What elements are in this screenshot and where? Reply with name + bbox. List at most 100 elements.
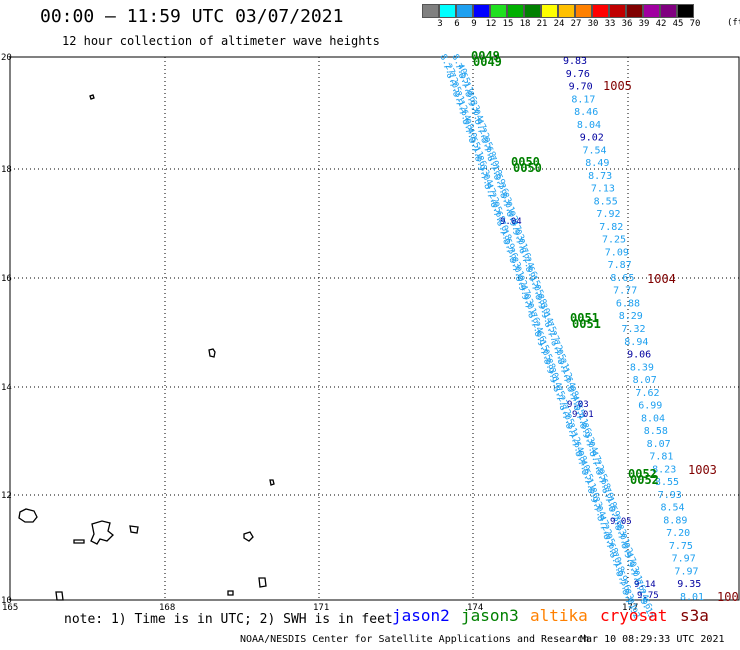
pass-time-label: 0052 <box>630 473 659 487</box>
scale-swatch <box>473 4 490 18</box>
scale-swatch <box>524 4 541 18</box>
swh-value-label: 8.73 <box>588 171 612 182</box>
latitude-tick-label: 18 <box>1 165 12 175</box>
legend-cryosat: cryosat <box>600 606 668 625</box>
swh-value-label: 8.89 <box>663 515 687 526</box>
latitude-tick-label: 12 <box>1 491 12 501</box>
island-outline <box>208 348 216 358</box>
legend-altika: altika <box>530 606 588 625</box>
scale-swatch <box>609 4 626 18</box>
pass-time-label: 0049 <box>473 55 502 69</box>
swh-value-label: 8.46 <box>574 107 598 118</box>
scale-label: 33 <box>604 19 616 29</box>
scale-swatch <box>575 4 592 18</box>
swh-track-label: 9.75 <box>637 591 659 601</box>
island-outline <box>227 590 234 596</box>
longitude-tick-label: 174 <box>467 603 483 613</box>
pass-time-label: 0051 <box>570 311 599 325</box>
scale-swatch <box>660 4 677 18</box>
swh-value-label: 7.81 <box>649 452 673 463</box>
swh-track-label: 9.14 <box>634 580 656 590</box>
swh-value-label: 8.07 <box>633 375 657 386</box>
swh-value-label: 9.70 <box>569 82 593 93</box>
scale-swatch <box>558 4 575 18</box>
island-outline <box>243 531 254 542</box>
island-outline <box>18 508 38 523</box>
island-outline <box>89 94 95 100</box>
scale-label: 27 <box>570 19 582 29</box>
longitude-tick-label: 168 <box>159 603 175 613</box>
swh-value-label: 8.01 <box>680 592 704 603</box>
scale-unit: (ft) <box>727 18 740 28</box>
scale-label: 24 <box>553 19 565 29</box>
scale-label: 39 <box>638 19 650 29</box>
swh-value-label: 7.32 <box>622 324 646 335</box>
scale-label: 30 <box>587 19 599 29</box>
s3a-time-label: 1004 <box>647 272 676 286</box>
swh-value-label: 8.39 <box>630 362 654 373</box>
swh-value-label: 8.04 <box>641 413 665 424</box>
scale-label: 45 <box>672 19 684 29</box>
scale-label: 9 <box>471 19 477 29</box>
swh-value-label: 8.65 <box>610 273 634 284</box>
map-frame <box>9 56 740 601</box>
page-subtitle: 12 hour collection of altimeter wave hei… <box>62 34 380 48</box>
swh-value-label: 6.88 <box>616 298 640 309</box>
scale-swatch <box>541 4 558 18</box>
legend-jason3: jason3 <box>461 606 519 625</box>
pass-time-label: 0050 <box>511 155 540 169</box>
scale-swatch <box>677 4 694 18</box>
s3a-time-label: 1003 <box>688 463 717 477</box>
swh-value-label: 8.49 <box>585 158 609 169</box>
scale-swatch <box>643 4 660 18</box>
swh-value-label: 9.02 <box>580 133 604 144</box>
scale-swatch <box>626 4 643 18</box>
swh-value-label: 6.99 <box>638 401 662 412</box>
s3a-time-label: 100 <box>717 590 739 604</box>
swh-track-label: 9.01 <box>572 410 594 420</box>
swh-value-label: 9.06 <box>627 350 651 361</box>
swh-value-label: 7.62 <box>635 388 659 399</box>
pass-time-label: 0050 <box>513 161 542 175</box>
longitude-tick-label: 171 <box>313 603 329 613</box>
swh-value-label: 7.77 <box>613 286 637 297</box>
swh-value-label: 7.93 <box>658 490 682 501</box>
legend-jason2: jason2 <box>392 606 450 625</box>
swh-value-label: 7.82 <box>599 222 623 233</box>
swh-value-label: 7.92 <box>596 209 620 220</box>
page-title: 00:00 – 11:59 UTC 03/07/2021 <box>40 6 344 27</box>
latitude-tick-label: 14 <box>1 383 12 393</box>
swh-track-label: 9.03 <box>567 400 589 410</box>
scale-label: 15 <box>502 19 514 29</box>
swh-value-label: 7.13 <box>591 184 615 195</box>
swh-value-label: 8.55 <box>655 477 679 488</box>
scale-label: 36 <box>621 19 633 29</box>
scale-label: 42 <box>655 19 667 29</box>
swh-value-label: 7.75 <box>669 541 693 552</box>
longitude-tick-label: 165 <box>2 603 18 613</box>
island-outline <box>258 577 267 588</box>
pass-time-label: 0052 <box>628 467 657 481</box>
swh-value-label: 7.87 <box>608 260 632 271</box>
footer-note: note: 1) Time is in UTC; 2) SWH is in fe… <box>64 612 393 627</box>
island-outline <box>90 520 114 545</box>
swh-value-label: 7.09 <box>605 247 629 258</box>
scale-label: 21 <box>536 19 548 29</box>
swh-value-label: 8.23 <box>652 464 676 475</box>
scale-swatch <box>422 4 439 18</box>
swh-value-label: 8.55 <box>594 196 618 207</box>
swh-value-label: 9.83 <box>563 56 587 67</box>
swh-value-label: 8.17 <box>571 94 595 105</box>
scale-label: 18 <box>519 19 531 29</box>
longitude-tick-label: 177 <box>622 603 638 613</box>
swh-value-label: 8.04 <box>577 120 601 131</box>
swh-value-label: 9.35 <box>677 579 701 590</box>
swh-track-label: 9.04 <box>500 217 522 227</box>
s3a-time-label: 1005 <box>603 79 632 93</box>
swh-value-label: 7.25 <box>602 235 626 246</box>
scale-label: 70 <box>689 19 701 29</box>
island-outline <box>55 591 64 601</box>
swh-value-label: 7.97 <box>674 566 698 577</box>
swh-value-label: 8.07 <box>647 439 671 450</box>
